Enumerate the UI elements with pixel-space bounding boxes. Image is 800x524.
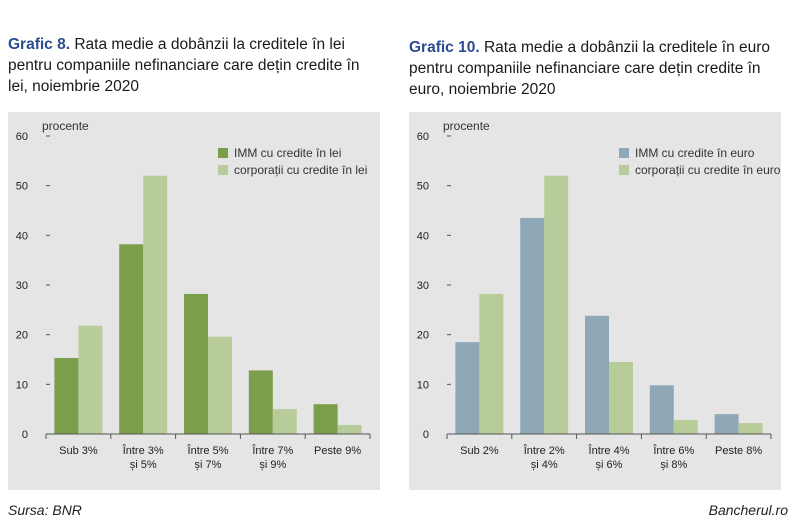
y-tick-label: 10 — [417, 379, 429, 391]
bar — [544, 175, 569, 434]
chart-title-text: Rata medie a dobânzii la creditele în le… — [8, 36, 360, 95]
x-tick-label: Între 7% și 9% — [251, 444, 293, 471]
chart-title-left: Grafic 8. Rata medie a dobânzii la credi… — [8, 34, 378, 97]
y-tick-label: 0 — [22, 429, 28, 441]
bar — [248, 370, 273, 434]
y-tick-label: 40 — [16, 230, 28, 242]
bar — [585, 315, 609, 434]
chart-panel-left: Grafic 8. Rata medie a dobânzii la credi… — [0, 0, 390, 490]
bar — [337, 425, 362, 434]
y-axis-label: procente — [443, 119, 490, 133]
y-tick-label: 40 — [417, 230, 429, 242]
bar — [609, 361, 633, 434]
legend-label: corporații cu credite în euro — [635, 163, 781, 177]
y-tick-label: 10 — [16, 379, 28, 391]
bar — [78, 325, 103, 434]
y-tick-label: 60 — [16, 131, 28, 143]
y-tick-label: 30 — [16, 280, 28, 292]
bar — [673, 420, 698, 434]
chart-title-text: Rata medie a dobânzii la creditele în eu… — [409, 39, 771, 98]
legend-label: IMM cu credite în euro — [635, 146, 755, 160]
y-tick-label: 60 — [417, 131, 429, 143]
legend-label: corporații cu credite în lei — [234, 163, 367, 177]
legend-swatch — [218, 148, 228, 158]
bar — [119, 244, 144, 434]
legend-swatch — [619, 165, 629, 175]
x-tick-label: Peste 8% — [715, 445, 762, 457]
chart-title-label: Grafic 10. — [409, 39, 480, 56]
y-tick-label: 50 — [417, 181, 429, 193]
x-tick-label: Între 5% și 7% — [187, 444, 229, 471]
x-tick-label: Între 4% și 6% — [588, 444, 630, 471]
y-tick-label: 20 — [16, 330, 28, 342]
y-tick-label: 50 — [16, 181, 28, 193]
bar — [649, 385, 674, 434]
bar — [272, 409, 297, 434]
x-tick-label: Între 3% și 5% — [122, 444, 164, 471]
x-tick-label: Între 6% și 8% — [652, 444, 694, 471]
y-tick-label: 0 — [423, 429, 429, 441]
legend-swatch — [619, 148, 629, 158]
x-tick-label: Între 2% și 4% — [523, 444, 565, 471]
bar-chart-right: 0 10 20 30 40 50 60 procente Sub 2% Între 2% și 4%… — [417, 119, 781, 471]
bar — [455, 342, 480, 434]
chart-panel-right: Grafic 10. Rata medie a dobânzii la cred… — [403, 0, 793, 490]
bar — [738, 423, 763, 434]
bar — [208, 336, 232, 434]
chart-area-left: 0 10 20 30 40 50 60 procente Sub 3% Între 3% și 5%… — [8, 112, 380, 490]
bar — [479, 293, 504, 434]
x-tick-label: Sub 2% — [460, 445, 499, 457]
x-tick-label: Sub 3% — [59, 445, 98, 457]
x-tick-label: Peste 9% — [314, 445, 361, 457]
site-credit: Bancherul.ro — [708, 502, 788, 518]
y-tick-label: 20 — [417, 330, 429, 342]
source-note: Sursa: BNR — [8, 502, 82, 518]
bar — [184, 293, 208, 434]
legend-swatch — [218, 165, 228, 175]
y-axis-label: procente — [42, 119, 89, 133]
chart-title-label: Grafic 8. — [8, 36, 71, 53]
bar — [520, 217, 545, 434]
bar — [54, 358, 79, 434]
chart-title-right: Grafic 10. Rata medie a dobânzii la cred… — [409, 37, 779, 100]
legend-label: IMM cu credite în lei — [234, 146, 341, 160]
bar — [714, 414, 739, 434]
chart-area-right: 0 10 20 30 40 50 60 procente Sub 2% Între 2% și 4%… — [409, 112, 781, 490]
bar — [143, 175, 168, 434]
y-tick-label: 30 — [417, 280, 429, 292]
bar-chart-left: 0 10 20 30 40 50 60 procente Sub 3% Între 3% și 5%… — [16, 119, 371, 471]
bar — [313, 404, 338, 434]
